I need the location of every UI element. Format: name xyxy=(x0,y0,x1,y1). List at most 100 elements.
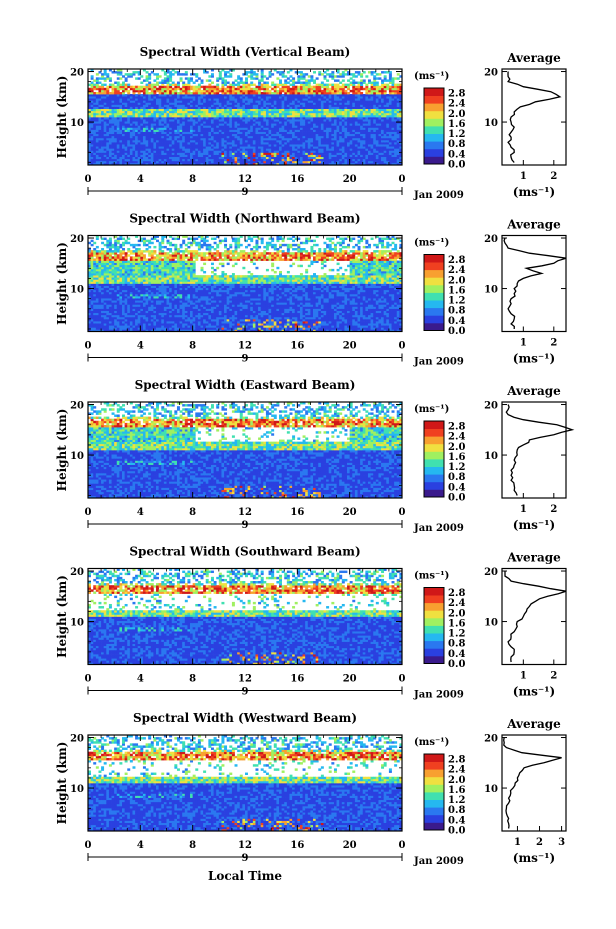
heatmap-cell xyxy=(331,138,334,140)
heatmap-cell xyxy=(376,127,379,129)
heatmap-cell xyxy=(352,88,355,90)
heatmap-cell xyxy=(263,130,266,132)
heatmap-cell xyxy=(106,88,109,90)
heatmap-cell xyxy=(248,132,251,134)
heatmap-cell xyxy=(130,152,133,154)
heatmap-cell xyxy=(316,102,319,104)
heatmap-cell xyxy=(190,127,193,129)
heatmap-cell xyxy=(321,138,324,140)
heatmap-cell xyxy=(305,96,308,98)
heatmap-cell xyxy=(237,152,240,154)
heatmap-cell xyxy=(261,113,264,115)
heatmap-cell xyxy=(255,96,258,98)
heatmap-cell xyxy=(318,140,321,142)
heatmap-cell xyxy=(109,152,112,154)
heatmap-cell xyxy=(355,127,358,129)
heatmap-cell xyxy=(159,115,162,117)
heatmap-cell xyxy=(96,119,99,121)
heatmap-cell xyxy=(350,100,353,102)
heatmap-cell xyxy=(305,111,308,113)
heatmap-cell xyxy=(201,140,204,142)
heatmap-cell xyxy=(96,146,99,148)
heatmap-cell xyxy=(392,113,395,115)
heatmap-cell xyxy=(214,104,217,106)
heatmap-cell xyxy=(279,82,282,84)
heatmap-cell xyxy=(282,107,285,109)
heatmap-cell xyxy=(344,148,347,150)
heatmap-cell xyxy=(237,92,240,94)
heatmap-cell xyxy=(324,117,327,119)
heatmap-cell xyxy=(303,88,306,90)
heatmap-cell xyxy=(373,142,376,144)
heatmap-cell xyxy=(93,138,96,140)
heatmap-cell xyxy=(331,90,334,92)
heatmap-cell xyxy=(318,136,321,138)
heatmap-cell xyxy=(206,157,209,159)
heatmap-cell xyxy=(151,98,154,100)
heatmap-cell xyxy=(355,102,358,104)
heatmap-cell xyxy=(119,113,122,115)
heatmap-cell xyxy=(208,98,211,100)
heatmap-cell xyxy=(211,102,214,104)
heatmap-cell xyxy=(287,130,290,132)
heatmap-cell xyxy=(321,109,324,111)
heatmap-cell xyxy=(292,86,295,88)
heatmap-cell xyxy=(101,150,104,152)
heatmap-cell xyxy=(130,132,133,134)
heatmap-cell xyxy=(169,146,172,148)
heatmap-cell xyxy=(214,125,217,127)
heatmap-cell xyxy=(384,152,387,154)
heatmap-cell xyxy=(161,111,164,113)
heatmap-cell xyxy=(195,92,198,94)
heatmap-cell xyxy=(355,104,358,106)
heatmap-cell xyxy=(161,155,164,157)
heatmap-cell xyxy=(313,100,316,102)
heatmap-cell xyxy=(287,119,290,121)
heatmap-cell xyxy=(324,123,327,125)
heatmap-cell xyxy=(185,109,188,111)
heatmap-cell xyxy=(214,161,217,163)
heatmap-cell xyxy=(232,127,235,129)
heatmap-cell xyxy=(253,90,256,92)
heatmap-cell xyxy=(250,107,253,109)
heatmap-cell xyxy=(287,100,290,102)
heatmap-cell xyxy=(279,100,282,102)
heatmap-cell xyxy=(313,119,316,121)
heatmap-cell xyxy=(363,127,366,129)
heatmap-cell xyxy=(261,109,264,111)
heatmap-cell xyxy=(151,148,154,150)
heatmap-cell xyxy=(143,121,146,123)
heatmap-cell xyxy=(127,144,130,146)
heatmap-cell xyxy=(153,73,156,75)
heatmap-cell xyxy=(300,71,303,73)
heatmap-cell xyxy=(371,136,374,138)
heatmap-cell xyxy=(93,86,96,88)
heatmap-cell xyxy=(305,88,308,90)
heatmap-cell xyxy=(365,138,368,140)
heatmap-cell xyxy=(284,100,287,102)
heatmap-cell xyxy=(167,82,170,84)
heatmap-cell xyxy=(342,125,345,127)
heatmap-cell xyxy=(392,127,395,129)
heatmap-cell xyxy=(132,132,135,134)
heatmap-cell xyxy=(310,125,313,127)
heatmap-cell xyxy=(104,144,107,146)
heatmap-cell xyxy=(106,77,109,79)
heatmap-cell xyxy=(206,86,209,88)
heatmap-cell xyxy=(250,134,253,136)
heatmap-cell xyxy=(125,121,128,123)
heatmap-cell xyxy=(287,144,290,146)
heatmap-cell xyxy=(295,121,298,123)
heatmap-cell xyxy=(316,157,319,159)
heatmap-cell xyxy=(240,119,243,121)
heatmap-cell xyxy=(271,161,274,163)
heatmap-cell xyxy=(201,157,204,159)
heatmap-cell xyxy=(143,127,146,129)
heatmap-cell xyxy=(161,132,164,134)
heatmap-cell xyxy=(389,155,392,157)
heatmap-cell xyxy=(371,148,374,150)
heatmap-cell xyxy=(248,86,251,88)
heatmap-cell xyxy=(140,115,143,117)
heatmap-cell xyxy=(344,150,347,152)
heatmap-cell xyxy=(164,127,167,129)
